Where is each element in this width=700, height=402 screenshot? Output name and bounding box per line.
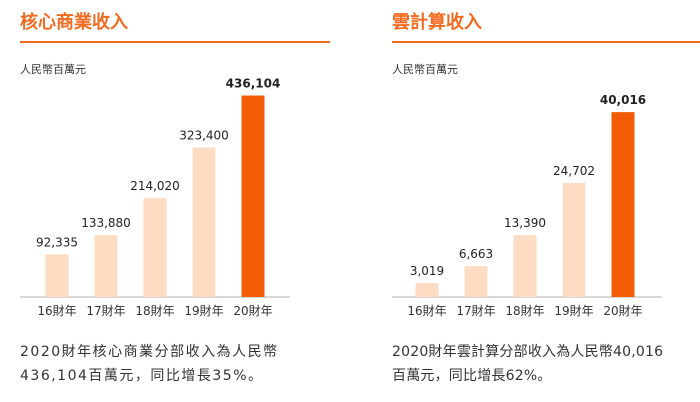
panel-caption: 2020財年雲計算分部收入為人民幣40,016 百萬元，同比增長62%。 bbox=[392, 340, 663, 388]
value-label: 40,016 bbox=[600, 93, 646, 107]
bar-16財年 bbox=[415, 283, 439, 297]
value-label: 6,663 bbox=[459, 247, 493, 261]
value-label: 133,880 bbox=[81, 216, 131, 230]
unit-label: 人民幣百萬元 bbox=[392, 63, 458, 76]
bar-20財年 bbox=[241, 95, 265, 297]
core-commerce-bar-chart: 92,335 16財年 133,880 17財年 214,020 18財年 323,400 1… bbox=[20, 77, 290, 318]
bar-19財年 bbox=[192, 147, 216, 297]
value-label: 3,019 bbox=[410, 264, 444, 278]
caption-line-2: 436,104百萬元，同比增長35%。 bbox=[20, 368, 264, 384]
value-label: 24,702 bbox=[553, 164, 595, 178]
bar-17財年 bbox=[94, 235, 118, 297]
value-label: 436,104 bbox=[226, 77, 281, 91]
value-label: 13,390 bbox=[504, 216, 546, 230]
value-label: 214,020 bbox=[130, 179, 180, 193]
category-label: 16財年 bbox=[407, 303, 446, 318]
category-label: 20財年 bbox=[233, 303, 272, 318]
title-underline bbox=[20, 41, 330, 43]
category-label: 18財年 bbox=[505, 303, 544, 318]
core-commerce-panel: 核心商業收入 人民幣百萬元 92,335 16財年 133,880 17財年 214,0… bbox=[0, 0, 330, 402]
value-label: 92,335 bbox=[36, 235, 78, 249]
caption-line-1: 2020財年雲計算分部收入為人民幣40,016 bbox=[392, 344, 664, 360]
bar-20財年 bbox=[611, 112, 635, 297]
caption-line-1: 2020財年核心商業分部收入為人民幣 bbox=[20, 344, 279, 360]
category-label: 20財年 bbox=[603, 303, 642, 318]
bar-17財年 bbox=[464, 266, 488, 297]
category-label: 19財年 bbox=[184, 303, 223, 318]
bar-16財年 bbox=[45, 254, 69, 297]
panel-caption: 2020財年核心商業分部收入為人民幣 436,104百萬元，同比增長35%。 bbox=[20, 340, 279, 388]
bar-18財年 bbox=[513, 235, 537, 297]
bar-18財年 bbox=[143, 198, 167, 297]
category-label: 16財年 bbox=[37, 303, 76, 318]
unit-label: 人民幣百萬元 bbox=[20, 63, 86, 76]
cloud-computing-panel: 雲計算收入 人民幣百萬元 3,019 16財年 6,663 17財年 13,390 18財… bbox=[372, 0, 700, 402]
cloud-computing-bar-chart: 3,019 16財年 6,663 17財年 13,390 18財年 24,702 19財年 40… bbox=[392, 93, 662, 318]
category-label: 17財年 bbox=[86, 303, 125, 318]
bar-19財年 bbox=[562, 182, 586, 297]
panel-title: 核心商業收入 bbox=[20, 12, 128, 33]
value-label: 323,400 bbox=[179, 129, 229, 143]
category-label: 17財年 bbox=[456, 303, 495, 318]
category-label: 18財年 bbox=[135, 303, 174, 318]
title-underline bbox=[392, 41, 700, 43]
caption-line-2: 百萬元，同比增長62%。 bbox=[392, 368, 552, 384]
panel-title: 雲計算收入 bbox=[392, 12, 482, 33]
category-label: 19財年 bbox=[554, 303, 593, 318]
